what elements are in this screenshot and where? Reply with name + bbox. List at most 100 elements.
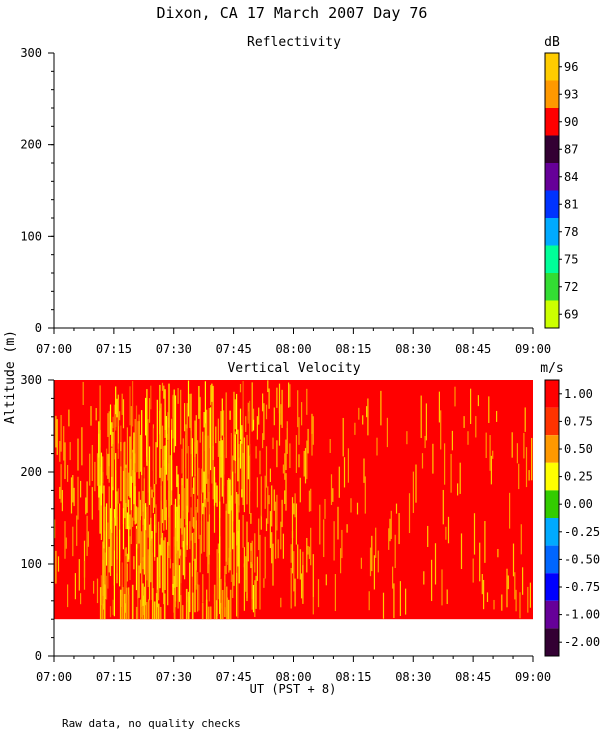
x-tick-label: 07:45 xyxy=(216,342,252,356)
colorbar-segment xyxy=(545,600,559,629)
velocity-streak xyxy=(317,579,320,608)
velocity-streak xyxy=(265,404,268,420)
velocity-streak xyxy=(269,511,271,549)
velocity-streak xyxy=(180,555,182,603)
velocity-streak xyxy=(109,529,112,576)
velocity-streak xyxy=(83,540,86,578)
velocity-streak xyxy=(268,495,270,505)
velocity-streak xyxy=(184,488,186,520)
reflectivity-colorbar: 96 93 90 87 84 81 78 75 72 69 xyxy=(544,52,578,329)
colorbar-label: 0.50 xyxy=(564,442,593,456)
velocity-streak xyxy=(206,409,208,484)
velocity-streak xyxy=(194,442,196,477)
velocity-streak xyxy=(220,411,222,458)
velocity-streak xyxy=(380,390,382,426)
velocity-streak xyxy=(77,476,79,520)
velocity-streak xyxy=(168,481,170,546)
velocity-streak xyxy=(202,574,204,603)
velocity-streak xyxy=(295,503,297,530)
velocity-streak xyxy=(125,467,127,504)
velocity-streak xyxy=(116,491,118,560)
velocity-streak xyxy=(107,413,109,437)
velocity-streak xyxy=(299,477,301,503)
velocity-streak xyxy=(204,423,206,500)
velocity-streak xyxy=(324,498,326,519)
x-tick-label: 07:00 xyxy=(36,670,72,684)
velocity-streak xyxy=(475,416,477,438)
velocity-streak xyxy=(217,553,219,600)
velocity-streak xyxy=(293,551,295,592)
velocity-streak xyxy=(164,445,166,521)
velocity-streak xyxy=(151,538,153,600)
velocity-streak xyxy=(511,432,513,458)
velocity-streak xyxy=(211,387,213,451)
velocity-streak xyxy=(186,505,188,546)
velocity-streak xyxy=(496,410,498,422)
y-axis-label: Altitude (m) xyxy=(3,330,18,424)
velocity-streak xyxy=(454,386,456,407)
velocity-streak xyxy=(252,419,255,431)
velocity-streak xyxy=(56,419,58,455)
velocity-streak xyxy=(67,584,69,608)
velocity-streak xyxy=(125,556,127,604)
colorbar-label: 96 xyxy=(564,60,578,74)
velocity-streak xyxy=(272,437,274,450)
velocity-streak xyxy=(237,509,239,567)
velocity-streak xyxy=(268,388,270,409)
velocity-streak xyxy=(241,443,243,490)
velocity-streak xyxy=(215,482,217,503)
colorbar-frame xyxy=(544,379,560,657)
velocity-streak xyxy=(208,448,210,515)
velocity-streak xyxy=(219,501,221,578)
velocity-streak xyxy=(259,534,261,576)
velocity-streak xyxy=(247,445,249,480)
velocity-streak xyxy=(189,393,191,428)
velocity-streak xyxy=(198,584,200,611)
velocity-streak xyxy=(441,569,443,606)
velocity-streak xyxy=(264,475,266,509)
velocity-streak xyxy=(191,487,193,527)
velocity-streak xyxy=(116,398,118,418)
x-tick-label: 08:15 xyxy=(335,342,371,356)
velocity-streak xyxy=(126,553,128,563)
colorbar-segment xyxy=(545,545,559,574)
velocity-streak xyxy=(212,385,214,461)
velocity-streak xyxy=(263,403,265,440)
velocity-streak xyxy=(138,565,140,598)
velocity-streak xyxy=(142,583,144,612)
velocity-streak xyxy=(148,446,151,505)
velocity-streak xyxy=(130,476,132,511)
velocity-streak xyxy=(258,407,260,425)
velocity-streak xyxy=(171,418,173,440)
velocity-streak xyxy=(220,438,222,478)
colorbar-label: -0.25 xyxy=(564,525,600,539)
velocity-streak xyxy=(123,593,126,620)
velocity-streak xyxy=(147,419,149,492)
velocity-streak xyxy=(184,527,186,577)
velocity-streak xyxy=(106,448,108,476)
velocity-streak xyxy=(256,416,258,440)
colorbar-segment xyxy=(545,435,559,463)
velocity-streak xyxy=(288,382,290,408)
velocity-streak xyxy=(246,521,248,599)
colorbar-label: 90 xyxy=(564,115,578,129)
velocity-streak xyxy=(161,532,164,593)
velocity-streak xyxy=(194,558,196,613)
velocity-streak xyxy=(363,458,365,483)
velocity-streak xyxy=(506,568,508,608)
velocity-streak xyxy=(297,390,299,428)
x-tick-label: 08:45 xyxy=(455,342,491,356)
velocity-streak xyxy=(141,410,143,476)
velocity-streak xyxy=(154,484,156,508)
velocity-streak xyxy=(310,527,312,566)
velocity-streak xyxy=(138,421,140,479)
reflectivity-title: Reflectivity xyxy=(247,35,341,50)
velocity-streak xyxy=(187,596,190,620)
velocity-streak xyxy=(168,383,170,440)
velocity-streak xyxy=(295,435,297,473)
velocity-streak xyxy=(273,489,275,511)
velocity-streak xyxy=(444,443,446,485)
velocity-streak xyxy=(181,605,184,620)
velocity-streak xyxy=(304,448,307,484)
colorbar-segment xyxy=(545,163,559,191)
